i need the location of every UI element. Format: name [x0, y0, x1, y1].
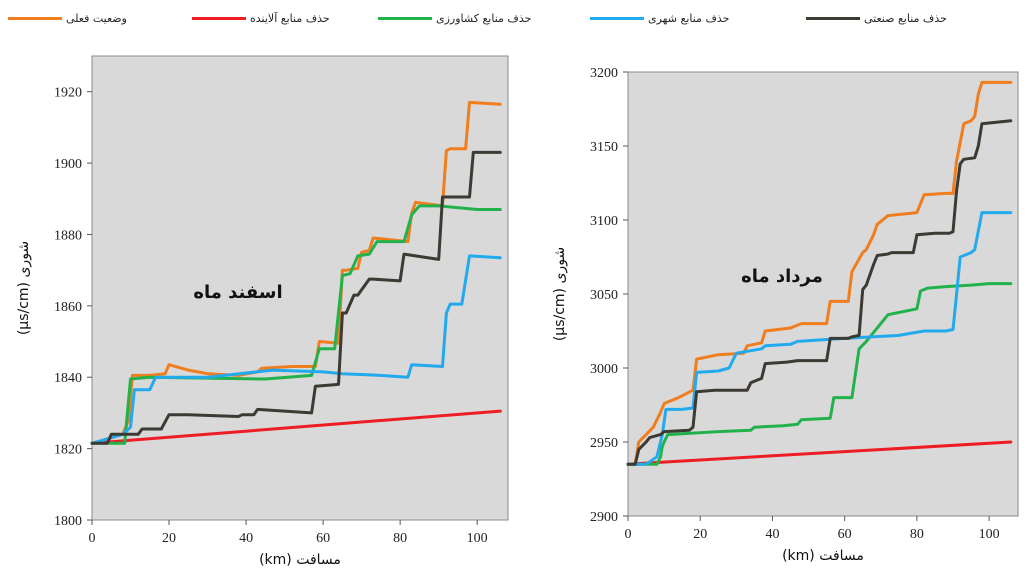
- legend-swatch-current: [8, 16, 62, 20]
- x-tick-label-mordad-0: 0: [625, 527, 632, 542]
- series-line-esfand-3: [90, 254, 502, 445]
- y-tick-label-esfand-4: 1880: [54, 228, 82, 243]
- series-line-esfand-2: [90, 204, 502, 445]
- y-tick-label-esfand-3: 1860: [54, 300, 82, 315]
- legend-swatch-agricultural: [378, 16, 432, 20]
- y-axis-label-esfand: شوری (µs/cm): [16, 241, 32, 335]
- x-tick-label-esfand-4: 80: [393, 531, 407, 546]
- series-line-mordad-0: [626, 80, 1013, 466]
- series-line-mordad-1: [626, 440, 1013, 466]
- x-tick-label-mordad-5: 100: [979, 527, 1000, 542]
- x-tick-label-mordad-1: 20: [693, 527, 707, 542]
- y-tick-label-esfand-1: 1820: [54, 443, 82, 458]
- plot-area-mordad: [627, 71, 1019, 517]
- x-tick-label-mordad-4: 80: [910, 527, 924, 542]
- legend-swatch-urban: [590, 16, 644, 20]
- y-tick-label-mordad-3: 3050: [590, 288, 618, 303]
- legend-label-current: وضعیت فعلی: [66, 11, 127, 25]
- month-annotation-esfand: اسفند ماه: [193, 282, 282, 303]
- x-tick-label-mordad-2: 40: [765, 527, 779, 542]
- y-tick-label-esfand-0: 1800: [54, 514, 82, 529]
- legend-item-urban: حذف منابع شهری: [590, 8, 733, 28]
- series-line-mordad-2: [626, 282, 1013, 466]
- legend-swatch-industrial: [806, 16, 860, 20]
- y-axis-label-mordad: شوری (µs/cm): [552, 247, 568, 341]
- legend: وضعیت فعلی حذف منابع آلاینده حذف منابع ک…: [0, 0, 1026, 36]
- legend-swatch-pollutant: [192, 16, 246, 20]
- y-tick-label-mordad-2: 3000: [590, 362, 618, 377]
- series-line-mordad-3: [626, 211, 1013, 466]
- y-tick-label-esfand-6: 1920: [54, 86, 82, 101]
- y-tick-label-mordad-6: 3200: [590, 66, 618, 81]
- x-tick-label-esfand-3: 60: [316, 531, 330, 546]
- series-line-esfand-4: [90, 150, 502, 445]
- legend-item-industrial: حذف منابع صنعتی: [806, 8, 951, 28]
- legend-item-agricultural: حذف منابع کشاورزی: [378, 8, 535, 28]
- x-tick-label-mordad-3: 60: [838, 527, 852, 542]
- legend-label-urban: حذف منابع شهری: [648, 11, 730, 25]
- plot-area-esfand: [91, 55, 509, 521]
- legend-label-pollutant: حذف منابع آلاینده: [250, 11, 330, 25]
- legend-item-current: وضعیت فعلی: [8, 8, 131, 28]
- month-annotation-mordad: مرداد ماه: [741, 266, 823, 287]
- series-line-esfand-1: [90, 409, 502, 445]
- legend-item-pollutant: حذف منابع آلاینده: [192, 8, 334, 28]
- x-tick-label-esfand-0: 0: [89, 531, 96, 546]
- x-axis-label-mordad: مسافت (km): [782, 548, 864, 564]
- series-line-mordad-4: [626, 119, 1013, 466]
- y-tick-label-esfand-2: 1840: [54, 371, 82, 386]
- legend-label-industrial: حذف منابع صنعتی: [864, 11, 947, 25]
- y-tick-label-mordad-4: 3100: [590, 214, 618, 229]
- x-tick-label-esfand-5: 100: [467, 531, 488, 546]
- x-axis-label-esfand: مسافت (km): [259, 552, 341, 568]
- y-tick-label-esfand-5: 1900: [54, 157, 82, 172]
- legend-label-agricultural: حذف منابع کشاورزی: [436, 11, 532, 25]
- y-tick-label-mordad-5: 3150: [590, 140, 618, 155]
- x-tick-label-esfand-1: 20: [162, 531, 176, 546]
- x-tick-label-esfand-2: 40: [239, 531, 253, 546]
- y-tick-label-mordad-0: 2900: [590, 510, 618, 525]
- y-tick-label-mordad-1: 2950: [590, 436, 618, 451]
